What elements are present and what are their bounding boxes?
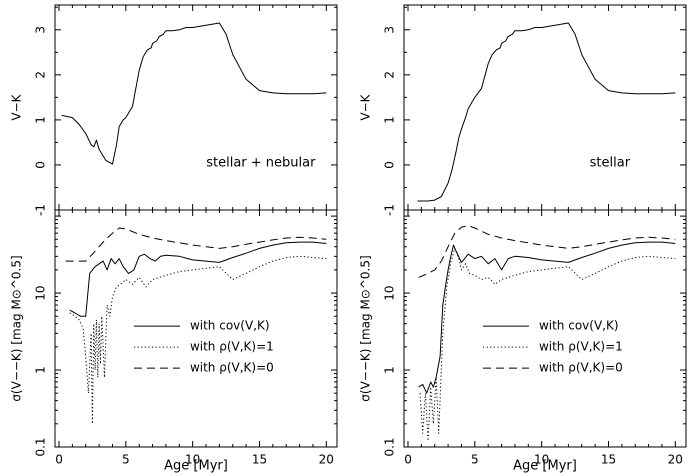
legend-label: with ρ(V,K)=1 <box>539 340 623 354</box>
x-tick-label: 15 <box>252 453 267 467</box>
x-axis-label: Age [Myr] <box>513 459 577 474</box>
y-tick-label: 3 <box>34 26 48 34</box>
x-tick-label: 5 <box>471 453 479 467</box>
y-tick-label: 1 <box>383 366 397 374</box>
legend-label: with ρ(V,K)=0 <box>190 361 274 375</box>
y-tick-label: 1 <box>34 116 48 124</box>
y-axis-label: σ(V−−K) [mag M⊙^0.5] <box>10 255 24 401</box>
panel-top-left: -1 0 1 2 3 V−K stellar + nebular <box>10 4 338 216</box>
y-tick-label: 2 <box>383 71 397 79</box>
y-axis-label: V−K <box>359 93 373 120</box>
y-tick-label: 0.1 <box>383 437 397 456</box>
plot-frame <box>54 209 338 448</box>
x-tick-label: 10 <box>534 453 549 467</box>
legend-label: with cov(V,K) <box>539 319 619 333</box>
y-tick-label: 0.1 <box>34 437 48 456</box>
series-line-dotted <box>419 247 676 442</box>
plot-frame <box>403 4 687 211</box>
panel-bottom-right: 0 5 10 15 20 Age [Myr] 0.1 1 10 σ(V−−K) [mag M⊙^0… <box>359 209 687 474</box>
data-line <box>417 22 676 202</box>
x-tick-label: 20 <box>319 453 334 467</box>
y-tick-label: 0 <box>34 161 48 169</box>
y-tick-label: 2 <box>34 71 48 79</box>
legend-label: with ρ(V,K)=0 <box>539 361 623 375</box>
y-tick-label: -1 <box>383 204 397 216</box>
x-tick-label: 15 <box>601 453 616 467</box>
x-tick-label: 0 <box>404 453 412 467</box>
plot-frame <box>54 4 338 211</box>
y-tick-label: 1 <box>34 366 48 374</box>
series-line-dashed <box>65 227 327 262</box>
x-axis-label: Age [Myr] <box>164 459 228 474</box>
legend-label: with cov(V,K) <box>190 319 270 333</box>
panel-top-right: -1 0 1 2 3 V−K stellar <box>359 4 687 216</box>
y-tick-label: 0 <box>383 161 397 169</box>
y-tick-label: -1 <box>34 204 48 216</box>
y-axis-label: σ(V−−K) [mag M⊙^0.5] <box>359 255 373 401</box>
series-line-solid <box>418 241 676 394</box>
panel-bottom-left: 0 5 10 15 20 Age [Myr] 0.1 1 10 σ(V−−K) [mag M⊙^0… <box>10 209 338 474</box>
y-tick-label: 10 <box>34 285 48 300</box>
series-line-dashed <box>418 225 676 278</box>
x-tick-label: 20 <box>668 453 683 467</box>
x-tick-label: 10 <box>185 453 200 467</box>
y-tick-label: 1 <box>383 116 397 124</box>
panel-annotation: stellar + nebular <box>206 155 316 170</box>
panel-annotation: stellar <box>590 155 631 170</box>
data-line <box>61 22 327 165</box>
series-line-solid <box>69 241 327 317</box>
legend-label: with ρ(V,K)=1 <box>190 340 274 354</box>
y-tick-label: 3 <box>383 26 397 34</box>
x-tick-label: 0 <box>55 453 63 467</box>
y-axis-label: V−K <box>10 93 24 120</box>
plot-frame <box>403 209 687 448</box>
y-tick-label: 10 <box>383 285 397 300</box>
x-tick-label: 5 <box>122 453 130 467</box>
